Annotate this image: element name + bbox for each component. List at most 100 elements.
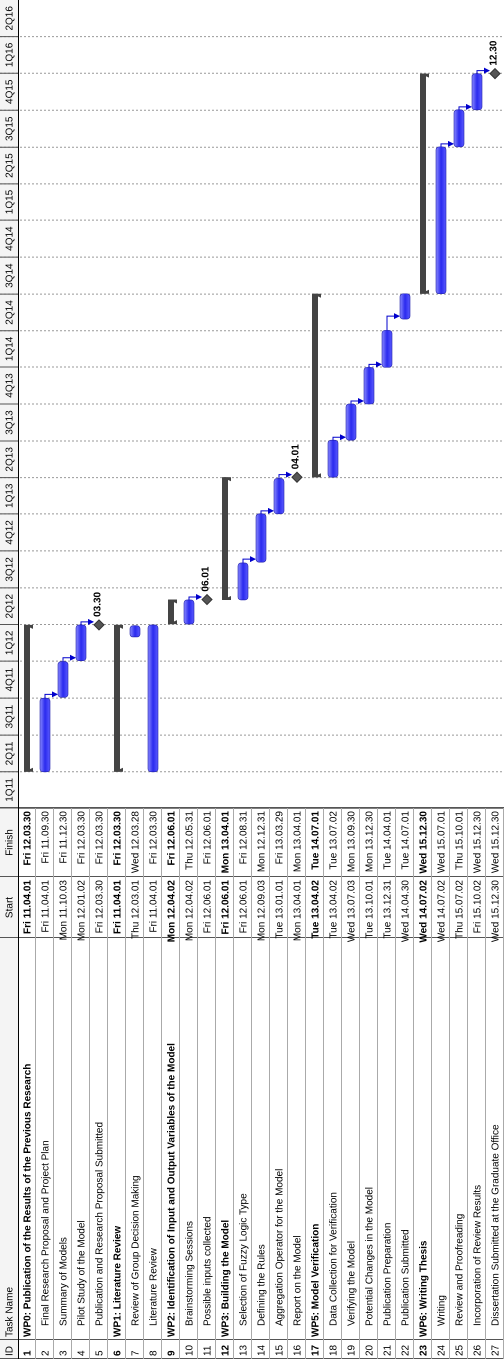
quarter-label: 3Q14 xyxy=(5,263,16,288)
task-finish: Wed 15.12.30 xyxy=(491,811,502,874)
task-name: Summary of Models xyxy=(59,1237,70,1326)
task-id: 16 xyxy=(293,1344,304,1356)
task-finish: Wed 15.12.30 xyxy=(419,811,430,874)
task-id: 24 xyxy=(437,1344,448,1356)
task-finish: Tue 14.07.01 xyxy=(401,811,412,870)
task-bar xyxy=(363,367,375,405)
task-finish: Fri 12.06.01 xyxy=(203,811,214,865)
milestone xyxy=(201,593,213,606)
quarter-label: 2Q12 xyxy=(5,594,16,619)
task-name: WP3: Building the Model xyxy=(221,1220,232,1337)
dependency-link xyxy=(188,593,202,600)
task-name: Review and Proofreading xyxy=(455,1214,466,1326)
task-name: Publication Submitted xyxy=(401,1229,412,1326)
dependency-link xyxy=(476,67,490,74)
milestone-label: 03.30 xyxy=(93,591,104,616)
task-name: Publication Preparation xyxy=(383,1223,394,1326)
column-header: Start xyxy=(5,897,16,918)
task-id: 17 xyxy=(311,1344,322,1356)
quarter-label: 1Q13 xyxy=(5,483,16,508)
task-id: 1 xyxy=(23,1350,34,1356)
quarter-label: 1Q15 xyxy=(5,189,16,214)
task-start: Tue 13.12.31 xyxy=(383,880,394,939)
task-start: Tue 13.01.01 xyxy=(275,880,286,939)
quarter-label: 2Q14 xyxy=(5,300,16,325)
task-name: WP1: Literature Review xyxy=(113,1226,124,1337)
task-start: Fri 11.04.01 xyxy=(113,880,124,934)
task-name: Defining the Rules xyxy=(257,1244,268,1326)
task-finish: Thu 15.10.01 xyxy=(455,811,466,870)
task-name: Final Research Proposal and Project Plan xyxy=(41,1140,52,1326)
task-finish: Fri 11.09.30 xyxy=(41,811,52,864)
task-name: Data Collection for Verification xyxy=(329,1192,340,1326)
task-id: 7 xyxy=(131,1350,142,1356)
task-name: Aggregation Operator for the Model xyxy=(275,1169,286,1326)
task-finish: Fri 12.03.30 xyxy=(77,811,88,865)
task-id: 20 xyxy=(365,1344,376,1356)
task-name: Possible inputs collected xyxy=(203,1216,214,1326)
task-start: Wed 14.04.30 xyxy=(401,880,412,943)
task-name: Publication and Research Proposal Submit… xyxy=(95,1122,106,1326)
task-finish: Tue 14.04.01 xyxy=(383,811,394,870)
task-name: Dissertation Submitted at the Graduate O… xyxy=(491,1124,502,1326)
task-id: 9 xyxy=(167,1350,178,1356)
task-name: WP5: Model Verification xyxy=(311,1224,322,1337)
quarter-label: 1Q11 xyxy=(5,778,16,802)
task-start: Fri 11.04.01 xyxy=(41,880,52,933)
quarter-label: 4Q12 xyxy=(5,520,16,545)
task-start: Fri 12.06.01 xyxy=(203,880,214,934)
task-id: 2 xyxy=(41,1350,52,1356)
task-name: Incorporation of Review Results xyxy=(473,1185,484,1326)
quarter-label: 2Q15 xyxy=(5,153,16,178)
task-name: Pilot Study of the Model xyxy=(77,1220,88,1326)
task-id: 6 xyxy=(113,1350,124,1356)
task-finish: Tue 13.07.02 xyxy=(329,811,340,870)
task-bar xyxy=(147,624,159,773)
task-id: 3 xyxy=(59,1350,70,1356)
task-start: Thu 15.07.02 xyxy=(455,880,466,939)
task-id: 11 xyxy=(203,1345,214,1356)
task-id: 12 xyxy=(221,1344,232,1356)
task-start: Mon 12.04.02 xyxy=(167,880,178,943)
task-id: 13 xyxy=(239,1344,250,1356)
milestone-label: 12.30 xyxy=(489,40,500,65)
task-finish: Fri 12.03.30 xyxy=(23,811,34,866)
task-bar xyxy=(39,697,51,773)
summary-bar xyxy=(420,73,426,294)
task-bar xyxy=(255,513,267,563)
task-start: Tue 13.10.01 xyxy=(365,880,376,939)
task-start: Fri 12.06.01 xyxy=(221,880,232,935)
column-header: Task Name xyxy=(5,1287,16,1337)
task-start: Wed 14.07.02 xyxy=(419,880,430,943)
task-finish: Mon 12.12.31 xyxy=(257,811,268,873)
task-name: WP0: Publication of the Results of the P… xyxy=(23,1064,34,1337)
task-bar xyxy=(273,478,285,515)
task-id: 14 xyxy=(257,1344,268,1356)
task-finish: Fri 12.06.01 xyxy=(167,811,178,866)
column-header: ID xyxy=(5,1346,16,1356)
task-start: Wed 13.07.03 xyxy=(347,880,358,943)
task-id: 5 xyxy=(95,1350,106,1356)
task-id: 18 xyxy=(329,1344,340,1356)
task-finish: Fri 12.03.30 xyxy=(113,811,124,866)
quarter-label: 1Q16 xyxy=(5,42,16,67)
task-start: Fri 11.04.01 xyxy=(23,880,34,934)
task-start: Wed 15.12.30 xyxy=(491,880,502,943)
dependency-link xyxy=(260,507,274,514)
task-start: Fri 12.06.01 xyxy=(239,880,250,934)
task-id: 10 xyxy=(185,1344,196,1356)
dependency-link xyxy=(386,313,400,331)
task-start: Fri 11.04.01 xyxy=(149,880,160,933)
quarter-label: 3Q12 xyxy=(5,557,16,582)
quarter-label: 3Q13 xyxy=(5,410,16,435)
milestone xyxy=(489,67,501,80)
task-bar xyxy=(471,73,483,111)
task-start: Tue 13.04.02 xyxy=(311,880,322,939)
header-row xyxy=(0,0,18,1359)
task-finish: Wed 12.03.28 xyxy=(131,811,142,874)
task-id: 15 xyxy=(275,1344,286,1356)
task-bar xyxy=(327,439,339,478)
task-id: 19 xyxy=(347,1344,358,1356)
task-bar xyxy=(435,146,447,295)
